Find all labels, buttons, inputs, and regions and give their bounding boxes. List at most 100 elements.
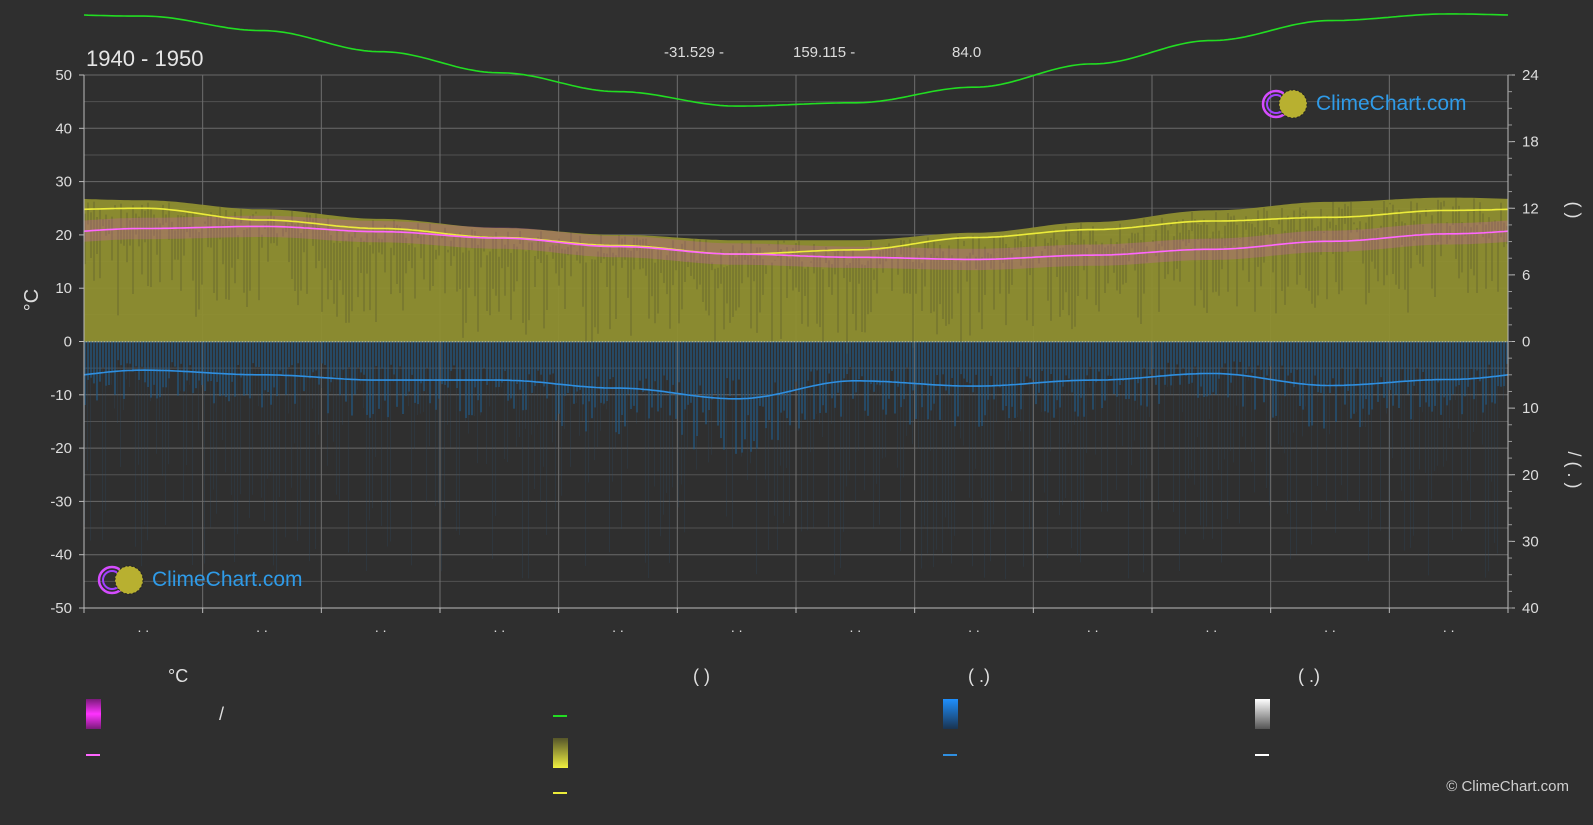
precip-streak bbox=[1158, 341, 1160, 404]
sunshine-streak bbox=[456, 247, 458, 292]
sunshine-streak bbox=[1008, 247, 1010, 294]
sunshine-streak bbox=[726, 266, 728, 304]
sunshine-streak bbox=[204, 221, 206, 224]
precip-streak bbox=[969, 341, 971, 384]
precip-streak-faint bbox=[195, 341, 196, 343]
precip-streak-faint bbox=[921, 341, 922, 569]
precip-streak-faint bbox=[210, 341, 211, 528]
legend-line-sun bbox=[553, 715, 567, 717]
sunshine-streak bbox=[468, 250, 470, 288]
precip-streak bbox=[135, 341, 137, 367]
sunshine-streak bbox=[261, 234, 263, 248]
precip-streak-faint bbox=[1095, 341, 1096, 455]
precip-streak-faint bbox=[1122, 341, 1123, 446]
precip-streak-faint bbox=[363, 341, 364, 409]
sunshine-streak bbox=[861, 264, 863, 333]
precip-streak bbox=[1311, 341, 1313, 426]
precip-streak-faint bbox=[1221, 341, 1222, 563]
sunshine-streak bbox=[1410, 201, 1412, 269]
sunshine-streak bbox=[249, 215, 251, 291]
sunshine-streak bbox=[375, 232, 377, 323]
sunshine-streak bbox=[792, 247, 794, 291]
precip-streak bbox=[474, 341, 476, 388]
precip-streak-faint bbox=[1167, 341, 1168, 387]
sunshine-streak bbox=[1020, 241, 1022, 266]
sunshine-streak bbox=[816, 255, 818, 324]
precip-streak bbox=[1329, 341, 1331, 394]
sunshine-streak bbox=[1365, 222, 1367, 305]
legend-swatch-snow bbox=[1255, 699, 1270, 729]
sunshine-streak bbox=[540, 231, 542, 263]
precip-streak bbox=[1050, 341, 1052, 375]
precip-streak bbox=[405, 341, 407, 397]
precip-streak bbox=[786, 341, 788, 419]
precip-streak bbox=[1044, 341, 1046, 412]
precip-streak-faint bbox=[717, 341, 718, 398]
sunshine-streak bbox=[855, 256, 857, 331]
sunshine-streak bbox=[393, 220, 395, 256]
precip-streak bbox=[666, 341, 668, 381]
precip-streak bbox=[225, 341, 227, 398]
sunshine-streak bbox=[774, 259, 776, 261]
precip-streak bbox=[1197, 341, 1199, 398]
precip-streak-faint bbox=[369, 341, 370, 521]
sunshine-streak bbox=[1326, 215, 1328, 300]
sunshine-streak bbox=[471, 229, 473, 249]
elevation-value: 84.0 bbox=[952, 44, 982, 61]
precip-streak bbox=[120, 341, 122, 366]
sunshine-streak bbox=[360, 237, 362, 274]
precip-streak bbox=[798, 341, 800, 429]
precip-streak-faint bbox=[381, 341, 382, 526]
sunshine-streak bbox=[1161, 217, 1163, 247]
precip-streak bbox=[1347, 341, 1349, 391]
sunshine-streak bbox=[819, 257, 821, 328]
sunshine-streak bbox=[531, 242, 533, 251]
precip-streak bbox=[1380, 341, 1382, 378]
precip-streak-faint bbox=[1110, 341, 1111, 350]
sunshine-streak bbox=[759, 247, 761, 313]
precip-streak bbox=[1083, 341, 1085, 417]
precip-streak bbox=[207, 341, 209, 382]
precip-streak bbox=[1077, 341, 1079, 417]
precip-streak-faint bbox=[969, 341, 970, 498]
precip-streak-faint bbox=[657, 341, 658, 351]
precip-streak bbox=[1215, 341, 1217, 395]
precip-streak bbox=[846, 341, 848, 375]
precip-streak-faint bbox=[669, 341, 670, 563]
precip-streak-faint bbox=[702, 341, 703, 377]
sunshine-streak bbox=[147, 202, 149, 287]
precip-streak-faint bbox=[1392, 341, 1393, 459]
precip-streak-faint bbox=[606, 341, 607, 410]
sunshine-streak bbox=[1167, 230, 1169, 275]
sunshine-streak bbox=[762, 259, 764, 295]
sunshine-streak bbox=[969, 252, 971, 336]
precip-streak-faint bbox=[156, 341, 157, 454]
precip-streak-faint bbox=[939, 341, 940, 411]
precip-streak bbox=[1278, 341, 1280, 381]
precip-streak-faint bbox=[609, 341, 610, 553]
precip-streak-faint bbox=[477, 341, 478, 464]
sunshine-streak bbox=[1200, 224, 1202, 291]
precip-streak bbox=[906, 341, 908, 368]
sunshine-streak bbox=[984, 246, 986, 295]
sunshine-streak bbox=[1338, 207, 1340, 295]
left-tick-label: -40 bbox=[50, 547, 72, 564]
precip-streak-faint bbox=[1212, 341, 1213, 539]
precip-streak bbox=[1212, 341, 1214, 393]
precip-streak bbox=[897, 341, 899, 387]
precip-streak-faint bbox=[1200, 341, 1201, 526]
sunshine-streak bbox=[825, 247, 827, 263]
sunshine-streak bbox=[930, 254, 932, 314]
precip-streak-faint bbox=[1137, 341, 1138, 410]
precip-streak-faint bbox=[663, 341, 664, 515]
sunshine-streak bbox=[1434, 224, 1436, 298]
precip-streak-faint bbox=[1371, 341, 1372, 520]
precip-streak-faint bbox=[297, 341, 298, 541]
left-tick-label: -10 bbox=[50, 387, 72, 404]
precip-streak bbox=[411, 341, 413, 375]
sunshine-streak bbox=[237, 235, 239, 260]
sunshine-streak bbox=[1119, 223, 1121, 294]
precip-streak bbox=[1164, 341, 1166, 385]
precip-streak-faint bbox=[216, 341, 217, 514]
precip-streak-faint bbox=[102, 341, 103, 541]
